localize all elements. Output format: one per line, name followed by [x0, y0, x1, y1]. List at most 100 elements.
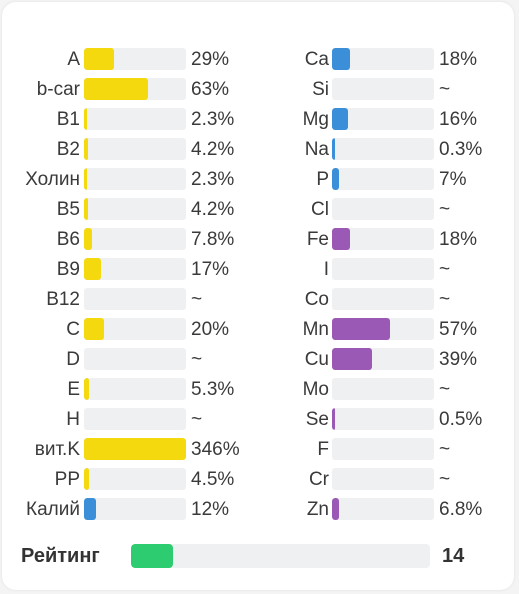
mineral-label: Mg	[302, 109, 329, 130]
mineral-bar-fill	[332, 348, 372, 370]
vitamin-bar-fill	[84, 78, 149, 100]
mineral-label: Cu	[304, 349, 329, 370]
mineral-bar-fill	[332, 318, 391, 340]
rating-bar-fill	[131, 544, 173, 568]
vitamin-bar-track	[84, 198, 186, 220]
mineral-label: Mo	[302, 379, 329, 400]
mineral-bar-track	[332, 198, 434, 220]
mineral-label: Fe	[306, 229, 329, 250]
vitamin-bar-fill	[84, 438, 186, 460]
rating-value: 14	[442, 545, 465, 567]
mineral-bar-track	[332, 318, 434, 340]
vitamin-row: B6 7.8%	[2, 225, 262, 255]
mineral-value: 18%	[439, 229, 478, 250]
vitamin-row: E 5.3%	[2, 375, 262, 405]
mineral-bar-track	[332, 78, 434, 100]
vitamin-value: ~	[191, 409, 203, 430]
mineral-row: I ~	[247, 255, 507, 285]
mineral-row: Zn 6.8%	[247, 495, 507, 525]
mineral-value: 7%	[439, 169, 467, 190]
vitamin-value: 7.8%	[191, 229, 235, 250]
mineral-row: Se 0.5%	[247, 405, 507, 435]
vitamin-row: PP 4.5%	[2, 465, 262, 495]
vitamin-label: B2	[56, 139, 80, 160]
vitamin-row: B5 4.2%	[2, 195, 262, 225]
mineral-value: 16%	[439, 109, 478, 130]
mineral-value: ~	[439, 439, 451, 460]
mineral-label: Co	[304, 289, 329, 310]
mineral-bar-track	[332, 258, 434, 280]
vitamin-bar-fill	[84, 108, 87, 130]
mineral-value: ~	[439, 259, 451, 280]
vitamin-value: 2.3%	[191, 169, 235, 190]
mineral-row: Ca 18%	[247, 45, 507, 75]
vitamin-row: D ~	[2, 345, 262, 375]
mineral-bar-track	[332, 108, 434, 130]
mineral-value: 39%	[439, 349, 478, 370]
mineral-label: Zn	[306, 499, 329, 520]
vitamin-value: 2.3%	[191, 109, 235, 130]
mineral-bar-fill	[332, 48, 351, 70]
mineral-bar-track	[332, 438, 434, 460]
mineral-label: Ca	[304, 49, 329, 70]
mineral-bar-track	[332, 408, 434, 430]
mineral-label: Si	[312, 79, 329, 100]
vitamin-value: 346%	[191, 439, 240, 460]
mineral-bar-track	[332, 378, 434, 400]
vitamin-bar-fill	[84, 378, 90, 400]
vitamin-value: 4.5%	[191, 469, 235, 490]
mineral-value: 6.8%	[439, 499, 483, 520]
mineral-label: Cr	[308, 469, 329, 490]
rating-label: Рейтинг	[21, 545, 100, 567]
vitamin-bar-track	[84, 138, 186, 160]
vitamin-value: 20%	[191, 319, 230, 340]
vitamin-label: B1	[56, 109, 80, 130]
mineral-bar-track	[332, 48, 434, 70]
mineral-value: ~	[439, 469, 451, 490]
vitamin-label: вит.K	[34, 439, 80, 460]
mineral-row: Si ~	[247, 75, 507, 105]
vitamin-label: B9	[56, 259, 80, 280]
vitamin-row: b-car 63%	[2, 75, 262, 105]
mineral-row: Co ~	[247, 285, 507, 315]
vitamin-label: PP	[54, 469, 80, 490]
vitamin-bar-track	[84, 288, 186, 310]
vitamin-row: Калий 12%	[2, 495, 262, 525]
mineral-label: Cl	[311, 199, 329, 220]
mineral-bar-fill	[332, 408, 335, 430]
vitamin-row: A 29%	[2, 45, 262, 75]
vitamin-bar-track	[84, 498, 186, 520]
mineral-value: ~	[439, 199, 451, 220]
vitamin-bar-track	[84, 228, 186, 250]
vitamin-label: C	[66, 319, 80, 340]
vitamin-bar-fill	[84, 168, 87, 190]
vitamin-label: E	[67, 379, 80, 400]
mineral-bar-track	[332, 168, 434, 190]
mineral-bar-fill	[332, 108, 349, 130]
vitamin-bar-fill	[84, 258, 102, 280]
vitamin-label: H	[66, 409, 80, 430]
vitamin-label: B6	[56, 229, 80, 250]
vitamin-value: 5.3%	[191, 379, 235, 400]
vitamin-value: 12%	[191, 499, 230, 520]
vitamin-value: 63%	[191, 79, 230, 100]
mineral-value: ~	[439, 79, 451, 100]
vitamin-row: C 20%	[2, 315, 262, 345]
vitamin-bar-track	[84, 168, 186, 190]
vitamin-label: Холин	[25, 169, 80, 190]
mineral-row: Cl ~	[247, 195, 507, 225]
nutrient-card: A 29% b-car 63% B1 2.3% B2 4.2% Холин 2.3% B5 4.2% B…	[2, 2, 514, 590]
vitamin-bar-track	[84, 348, 186, 370]
rating-bar-track	[131, 544, 430, 568]
vitamin-bar-track	[84, 438, 186, 460]
vitamin-label: D	[66, 349, 80, 370]
vitamin-row: H ~	[2, 405, 262, 435]
mineral-row: Mn 57%	[247, 315, 507, 345]
mineral-value: 57%	[439, 319, 478, 340]
mineral-value: 18%	[439, 49, 478, 70]
mineral-bar-track	[332, 228, 434, 250]
vitamin-value: 17%	[191, 259, 230, 280]
vitamin-bar-track	[84, 258, 186, 280]
mineral-label: Mn	[302, 319, 329, 340]
vitamin-bar-fill	[84, 318, 105, 340]
